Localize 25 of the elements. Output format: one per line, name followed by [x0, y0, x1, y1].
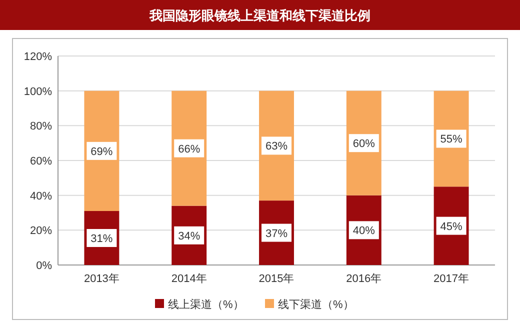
y-tick-label: 60% [30, 156, 52, 168]
y-tick-label: 0% [36, 260, 52, 272]
y-tick-label: 100% [24, 86, 52, 98]
data-label: 40% [352, 225, 376, 238]
data-label: 37% [265, 228, 288, 240]
y-tick-label: 120% [24, 51, 52, 63]
x-tick-label: 2015年 [258, 273, 294, 285]
legend-label: 线上渠道（%） [168, 298, 244, 311]
data-label: 66% [178, 143, 200, 156]
y-tick-label: 80% [30, 120, 52, 133]
data-label: 60% [352, 138, 376, 150]
chart-title: 我国隐形眼镜线上渠道和线下渠道比例 [148, 8, 370, 23]
x-tick-label: 2016年 [346, 273, 382, 285]
data-label: 31% [90, 233, 113, 246]
data-label: 63% [265, 140, 288, 153]
x-tick-label: 2014年 [171, 273, 207, 285]
data-label: 34% [178, 230, 200, 242]
data-label: 55% [440, 134, 463, 146]
y-tick-label: 40% [30, 190, 52, 202]
legend-label: 线下渠道（%） [278, 298, 354, 311]
data-label: 45% [440, 220, 463, 233]
x-tick-label: 2017年 [434, 273, 470, 285]
y-tick-label: 20% [30, 225, 52, 238]
data-label: 69% [90, 146, 113, 158]
x-tick-label: 2013年 [84, 273, 120, 285]
